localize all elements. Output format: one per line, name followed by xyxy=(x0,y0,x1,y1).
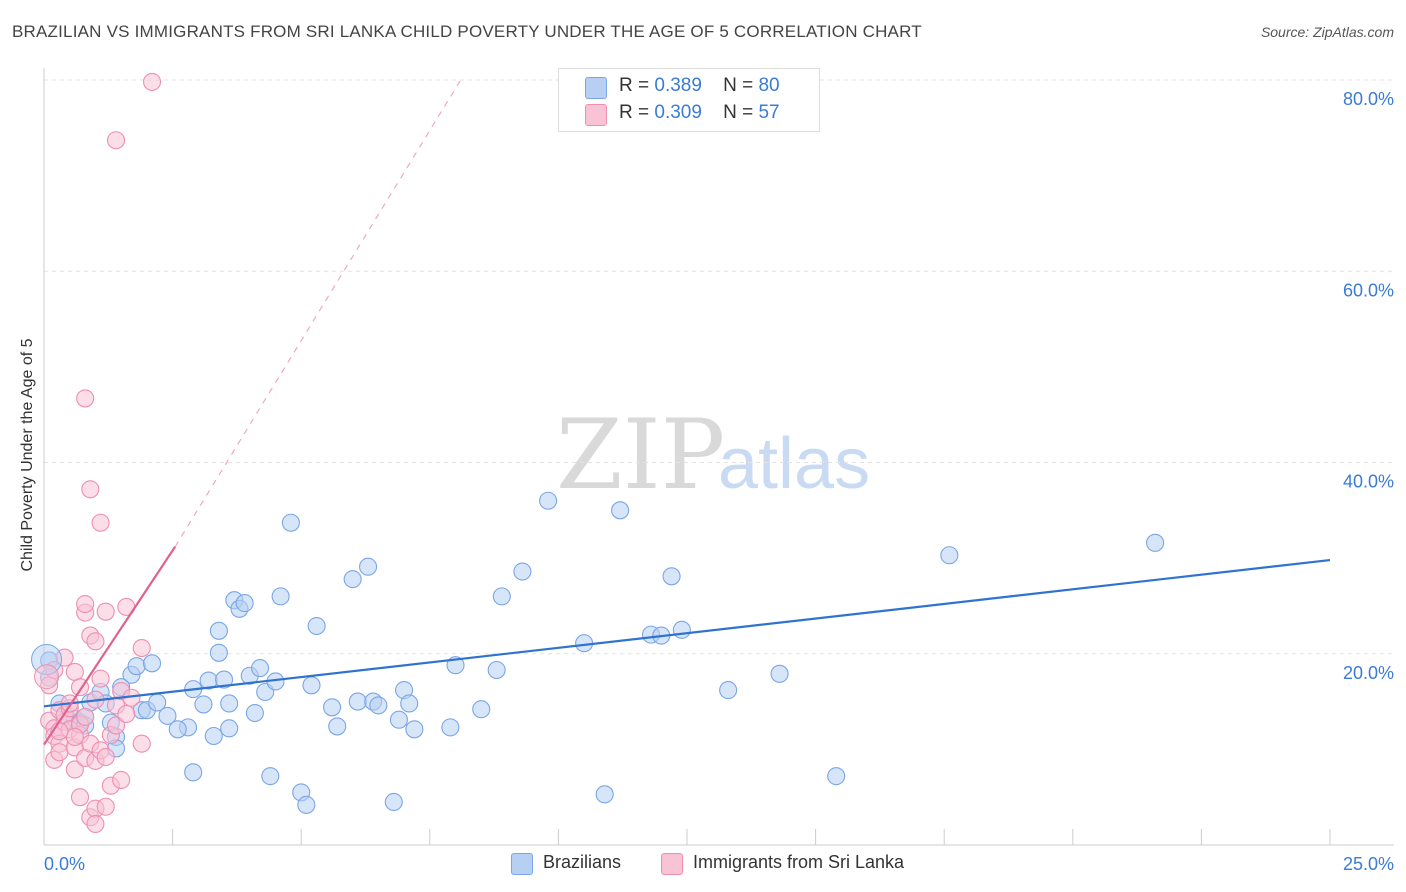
y-tick-label: 80.0% xyxy=(1343,89,1394,109)
point-brazilians xyxy=(194,695,213,714)
point-brazilians xyxy=(168,720,187,739)
watermark-atlas: atlas xyxy=(718,424,870,504)
point-brazilians xyxy=(348,692,367,711)
point-brazilians xyxy=(184,763,203,782)
point-brazilians xyxy=(940,546,959,565)
legend-swatch-sri-lanka xyxy=(585,104,607,126)
y-tick-label: 20.0% xyxy=(1343,663,1394,683)
point-brazilians xyxy=(323,698,342,717)
point-brazilians xyxy=(719,681,738,700)
watermark-zip: ZIP xyxy=(556,399,725,511)
point-brazilians xyxy=(492,587,511,606)
point-sri-lanka xyxy=(96,747,115,767)
point-brazilians xyxy=(127,657,146,676)
point-brazilians xyxy=(359,557,378,576)
trendline-sri-lanka-extension xyxy=(174,79,462,547)
point-sri-lanka xyxy=(86,632,105,651)
point-sri-lanka xyxy=(91,669,110,688)
point-sri-lanka xyxy=(132,638,151,658)
point-sri-lanka xyxy=(106,716,126,735)
point-sri-lanka xyxy=(132,734,151,753)
legend-r-label: R = xyxy=(619,75,650,96)
y-tick-label: 40.0% xyxy=(1343,472,1394,492)
point-brazilians xyxy=(827,767,846,786)
y-tick-label: 60.0% xyxy=(1343,280,1394,300)
x-tick-label: 0.0% xyxy=(44,854,85,874)
point-sri-lanka xyxy=(117,704,136,724)
point-brazilians xyxy=(389,710,408,729)
point-brazilians xyxy=(204,726,223,746)
point-sri-lanka xyxy=(65,662,84,681)
legend-n-value: 57 xyxy=(758,102,780,123)
chart-source: Source: ZipAtlas.com xyxy=(1260,24,1394,40)
bottom-legend-label-brazilians: Brazilians xyxy=(543,852,622,872)
point-brazilians xyxy=(672,620,691,639)
point-brazilians xyxy=(235,594,254,613)
point-sri-lanka xyxy=(96,797,115,816)
point-brazilians xyxy=(472,700,491,719)
point-brazilians xyxy=(302,676,321,695)
point-sri-lanka xyxy=(86,814,105,834)
legend-n-value: 80 xyxy=(758,75,780,96)
point-brazilians xyxy=(611,501,630,520)
point-brazilians xyxy=(400,694,419,713)
point-sri-lanka xyxy=(96,602,115,621)
point-brazilians xyxy=(770,664,789,683)
point-brazilians xyxy=(441,718,460,737)
point-brazilians xyxy=(271,587,290,606)
point-sri-lanka xyxy=(65,760,84,779)
correlation-legend: R = 0.389 N = 80 R = 0.309 N = 57 xyxy=(558,68,820,132)
legend-swatch-brazilians xyxy=(585,77,607,99)
point-brazilians xyxy=(220,719,239,738)
point-sri-lanka xyxy=(112,770,131,790)
point-sri-lanka xyxy=(81,480,100,499)
point-brazilians xyxy=(297,795,316,814)
point-brazilians xyxy=(220,694,239,713)
x-tick-label: 25.0% xyxy=(1343,854,1394,874)
point-sri-lanka xyxy=(142,72,162,91)
point-sri-lanka xyxy=(76,594,95,614)
legend-r-label: R = xyxy=(619,102,650,123)
point-brazilians xyxy=(487,660,506,680)
point-brazilians xyxy=(513,562,532,581)
point-brazilians xyxy=(307,616,326,636)
point-brazilians xyxy=(343,570,362,589)
point-sri-lanka xyxy=(50,743,69,762)
point-brazilians xyxy=(662,567,681,586)
point-brazilians xyxy=(250,659,270,678)
point-brazilians xyxy=(539,491,558,510)
point-sri-lanka xyxy=(70,788,90,807)
trendline-sri-lanka xyxy=(43,546,177,746)
bottom-legend-swatch-sri-lanka xyxy=(661,853,683,875)
legend-n-label: N = xyxy=(723,102,754,123)
trendline-brazilians xyxy=(43,558,1331,708)
point-brazilians xyxy=(1146,533,1165,552)
point-brazilians xyxy=(245,703,264,723)
point-brazilians xyxy=(369,696,388,715)
legend-r-value: 0.389 xyxy=(654,75,702,96)
point-brazilians xyxy=(214,670,234,689)
point-brazilians xyxy=(281,513,300,532)
bottom-legend-label-sri-lanka: Immigrants from Sri Lanka xyxy=(693,852,905,872)
point-sri-lanka xyxy=(34,664,60,690)
point-sri-lanka xyxy=(76,389,95,408)
point-brazilians xyxy=(142,654,162,673)
bottom-legend-swatch-brazilians xyxy=(511,853,533,875)
point-brazilians xyxy=(595,785,614,804)
point-brazilians xyxy=(209,643,228,662)
point-brazilians xyxy=(209,621,228,640)
point-brazilians xyxy=(261,767,280,786)
point-brazilians xyxy=(405,720,424,739)
point-sri-lanka xyxy=(76,707,95,726)
point-sri-lanka xyxy=(106,131,126,150)
legend-r-value: 0.309 xyxy=(654,102,702,123)
point-brazilians xyxy=(158,706,177,725)
point-sri-lanka xyxy=(65,727,84,746)
legend-n-label: N = xyxy=(723,75,754,96)
point-sri-lanka xyxy=(91,513,110,532)
chart-title: BRAZILIAN VS IMMIGRANTS FROM SRI LANKA C… xyxy=(12,22,922,41)
point-brazilians xyxy=(328,717,347,736)
point-brazilians xyxy=(384,792,403,812)
